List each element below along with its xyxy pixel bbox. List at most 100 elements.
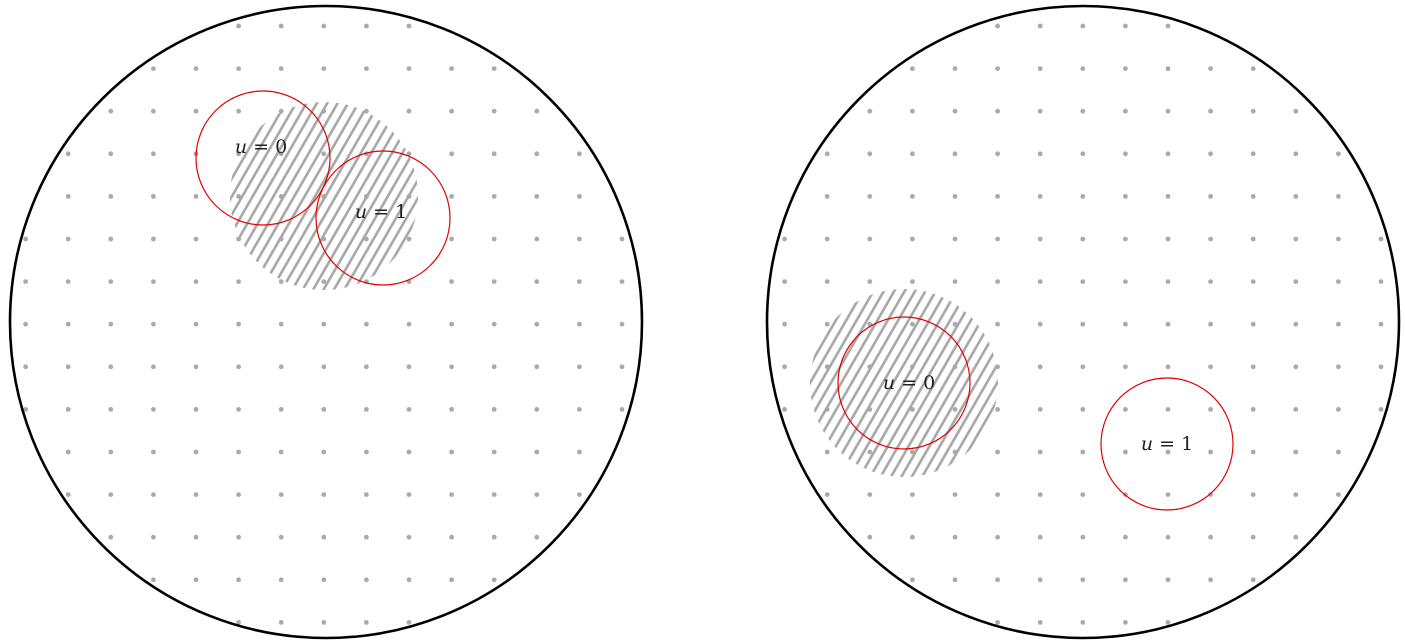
- boundary-circle-left: [8, 4, 644, 640]
- grid-dot: [782, 577, 787, 583]
- grid-dot: [995, 577, 1000, 583]
- grid-dot: [1208, 236, 1213, 242]
- grid-dot: [151, 364, 156, 370]
- grid-dot: [534, 407, 540, 412]
- grid-dot: [1336, 108, 1341, 114]
- grid-dot: [824, 66, 830, 71]
- grid-dot: [619, 577, 625, 583]
- grid-dot: [321, 492, 327, 497]
- grid-dot: [534, 577, 540, 583]
- grid-dot: [1165, 23, 1171, 29]
- grid-dot: [1123, 236, 1128, 242]
- grid-dot: [491, 194, 497, 199]
- grid-dot: [910, 620, 915, 625]
- grid-dot: [952, 279, 958, 284]
- grid-dot: [662, 492, 667, 497]
- grid-dot: [534, 620, 540, 625]
- grid-dot: [619, 108, 625, 114]
- grid-dot: [1293, 321, 1299, 327]
- grid-dot: [867, 66, 873, 71]
- grid-dot: [65, 108, 71, 114]
- grid-dot: [1037, 279, 1043, 284]
- grid-dot: [1037, 449, 1043, 455]
- grid-dot: [151, 108, 156, 114]
- grid-dot: [236, 577, 242, 583]
- grid-dot: [1208, 151, 1213, 157]
- grid-dot: [321, 321, 327, 327]
- grid-dot: [1080, 279, 1086, 284]
- grid-dot: [867, 534, 873, 540]
- grid-dot: [449, 66, 454, 71]
- grid-dot: [236, 620, 242, 625]
- grid-dot: [364, 321, 369, 327]
- grid-dot: [1165, 236, 1171, 242]
- grid-dot: [236, 321, 242, 327]
- grid-dot: [577, 108, 582, 114]
- grid-dot: [1250, 279, 1256, 284]
- grid-dot: [236, 534, 242, 540]
- grid-dot: [236, 23, 242, 29]
- grid-dot: [1336, 23, 1341, 29]
- grid-dot: [108, 364, 114, 370]
- grid-dot: [1165, 449, 1171, 455]
- grid-dot: [534, 492, 540, 497]
- grid-dot: [782, 449, 787, 455]
- grid-dot: [406, 534, 412, 540]
- grid-dot: [321, 449, 327, 455]
- grid-dot: [193, 236, 199, 242]
- grid-dot: [1336, 279, 1341, 284]
- grid-dot: [577, 279, 582, 284]
- grid-dot: [491, 151, 497, 157]
- grid-dot: [1208, 534, 1213, 540]
- grid-dot: [108, 108, 114, 114]
- grid-dot: [1123, 620, 1128, 625]
- grid-dot: [1293, 492, 1299, 497]
- grid-dot: [782, 364, 787, 370]
- grid-dot: [740, 109, 745, 114]
- grid-dot: [23, 364, 28, 370]
- grid-dot: [491, 321, 497, 327]
- grid-dot: [619, 279, 625, 284]
- grid-dot: [364, 364, 369, 370]
- grid-dot: [1080, 236, 1086, 242]
- grid-dot: [1336, 364, 1341, 370]
- grid-dot: [1293, 620, 1299, 625]
- grid-dot: [1250, 407, 1256, 412]
- grid-dot: [1123, 23, 1128, 29]
- grid-dot: [1123, 534, 1128, 540]
- grid-dot: [364, 66, 369, 71]
- grid-dot: [910, 279, 915, 284]
- grid-dot: [1165, 194, 1171, 199]
- grid-dot: [1378, 66, 1384, 71]
- grid-dot: [782, 279, 787, 284]
- grid-dot: [108, 577, 114, 583]
- grid-dot: [910, 236, 915, 242]
- grid-dot: [1250, 108, 1256, 114]
- grid-dot: [1293, 449, 1299, 455]
- grid-dot: [236, 236, 242, 242]
- grid-dot: [662, 237, 667, 242]
- grid-dot: [1378, 321, 1384, 327]
- grid-dot: [406, 108, 412, 114]
- grid-dot: [1293, 108, 1299, 114]
- grid-dot: [662, 577, 667, 582]
- grid-dot: [995, 321, 1000, 327]
- grid-dot: [740, 450, 745, 455]
- grid-dot: [1080, 194, 1086, 199]
- grid-dot: [65, 407, 71, 412]
- grid-dot: [449, 23, 454, 29]
- grid-dot: [952, 151, 958, 157]
- grid-dot: [449, 620, 454, 625]
- grid-dot: [449, 279, 454, 284]
- grid-dot: [740, 577, 745, 582]
- grid-dot: [740, 492, 745, 497]
- grid-dot: [740, 279, 745, 284]
- grid-dot: [108, 321, 114, 327]
- grid-dot: [952, 577, 958, 583]
- grid-dot: [1336, 449, 1341, 455]
- grid-dot: [577, 449, 582, 455]
- grid-dot: [1080, 407, 1086, 412]
- grid-dot: [740, 66, 745, 71]
- grid-dot: [1250, 66, 1256, 71]
